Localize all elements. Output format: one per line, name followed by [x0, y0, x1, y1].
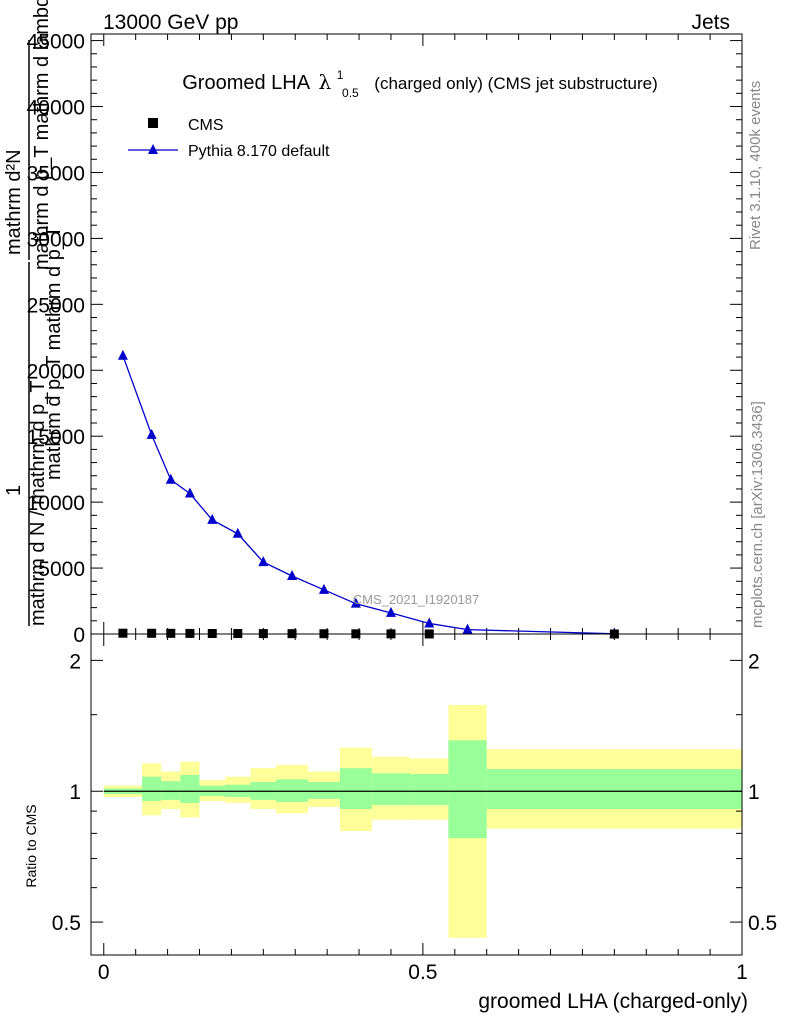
header-left: 13000 GeV pp	[103, 11, 238, 34]
pythia-point	[318, 583, 329, 594]
y-tick-label: 25000	[27, 294, 85, 317]
main-title: Groomed LHA λ 1 0.5 (charged only) (CMS …	[182, 62, 657, 102]
ylabel-frac-den: mathrm d N / mathrm d p_T	[27, 380, 49, 626]
mcplots-label: mcplots.cern.ch [arXiv:1306.3436]	[749, 401, 766, 628]
ratio-band-inner	[308, 782, 340, 799]
y-tick-label: 10000	[27, 492, 85, 515]
ylabel-num: mathrm d²N	[3, 149, 25, 255]
ratio-tick-label-left: 0.5	[52, 912, 81, 935]
pythia-point	[232, 527, 243, 538]
pythia-point	[385, 606, 396, 617]
pythia-point	[184, 487, 195, 498]
ratio-band-inner	[371, 773, 411, 805]
ylabel-extra: mathrm d p_T mathrm d p_T	[43, 226, 65, 480]
ylabel-den: mathrm d p_T mathrm d lambda	[31, 0, 53, 270]
y-tick-label: 5000	[38, 558, 85, 581]
ratio-tick-label-left: 2	[69, 650, 81, 673]
ratio-band-inner	[339, 768, 372, 810]
pythia-point	[424, 617, 435, 628]
y-tick-label: 35000	[27, 162, 85, 185]
ratio-band-inner	[486, 769, 742, 810]
ratio-tick-label-right: 1	[748, 781, 760, 804]
ratio-tick-label-right: 0.5	[748, 912, 777, 935]
rivet-label: Rivet 3.1.10, 400k events	[747, 81, 764, 250]
legend-pythia-marker	[148, 144, 158, 154]
cms-point	[207, 628, 217, 638]
ratio-band-inner	[142, 776, 162, 801]
top-ylabel: mathrm d²N mathrm d p_T mathrm d lambda …	[3, 0, 65, 626]
title-symbol: λ	[319, 70, 332, 94]
ylabel-frac-num: 1	[3, 485, 25, 496]
y-tick-label: 20000	[27, 360, 85, 383]
x-tick-label: 0	[98, 961, 110, 984]
x-tick-label: 1	[736, 961, 748, 984]
legend-pythia-label: Pythia 8.170 default	[188, 143, 330, 160]
pythia-point	[287, 569, 298, 580]
ratio-panel: 0 0.5 1 0.5 0.5 1 1 2 2	[52, 633, 777, 984]
ratio-band-inner	[161, 781, 181, 800]
ratio-band-inner	[180, 774, 200, 803]
top-panel: 0 5000 10000 15000 20000 25000 30000 35000 40000…	[27, 31, 743, 647]
cms-point	[166, 628, 176, 638]
x-tick-label: 0.5	[408, 961, 437, 984]
y-tick-label: 45000	[27, 31, 85, 54]
x-axis-label: groomed LHA (charged-only)	[478, 990, 748, 1013]
ratio-tick-label-right: 2	[748, 650, 760, 673]
y-tick-label: 40000	[27, 97, 85, 120]
legend-cms-label: CMS	[188, 117, 224, 134]
ratio-band-inner	[410, 774, 449, 805]
cms-point	[147, 628, 157, 638]
pythia-point	[146, 428, 157, 439]
pythia-point	[207, 513, 218, 524]
ratio-tick-label-left: 1	[69, 781, 81, 804]
y-tick-label: 0	[73, 624, 85, 647]
legend-cms-marker	[148, 118, 158, 128]
pythia-point	[258, 556, 269, 567]
ratio-frame	[90, 633, 743, 956]
y-tick-label: 15000	[27, 426, 85, 449]
title-tail: (charged only) (CMS jet substructure)	[374, 74, 657, 93]
ratio-band-inner	[448, 740, 487, 839]
pythia-point	[350, 597, 361, 608]
pythia-point	[117, 349, 128, 360]
analysis-watermark: CMS_2021_I1920187	[353, 592, 480, 607]
title-main: Groomed LHA	[182, 72, 310, 94]
pythia-point	[165, 473, 176, 484]
ratio-ylabel: Ratio to CMS	[23, 804, 39, 887]
y-tick-label: 30000	[27, 228, 85, 251]
legend: CMS Pythia 8.170 default	[128, 117, 330, 160]
title-sub: 0.5	[342, 86, 359, 100]
cms-point	[185, 628, 195, 638]
ratio-band-inner	[276, 779, 308, 802]
pythia-point	[462, 623, 473, 634]
title-sup: 1	[337, 68, 344, 82]
header-right: Jets	[691, 11, 730, 34]
cms-point	[118, 628, 128, 638]
